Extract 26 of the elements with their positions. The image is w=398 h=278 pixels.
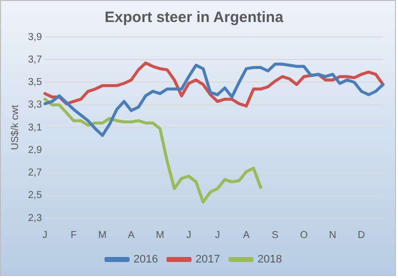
y-tick-label: 3,3 bbox=[28, 100, 42, 111]
x-tick-label: D bbox=[358, 230, 366, 241]
chart-title: Export steer in Argentina bbox=[104, 9, 284, 26]
legend-label: 2016 bbox=[134, 254, 158, 266]
x-tick-label: S bbox=[272, 230, 279, 241]
y-tick-label: 3,9 bbox=[28, 32, 42, 43]
x-tick-label: A bbox=[128, 230, 135, 241]
y-tick-label: 2,5 bbox=[28, 190, 42, 202]
y-tick-label: 3,7 bbox=[28, 54, 42, 66]
y-axis-title: US$/k cwt bbox=[10, 104, 21, 150]
x-tick-label: F bbox=[70, 230, 77, 241]
x-tick-label: N bbox=[329, 230, 336, 241]
x-tick-label: J bbox=[215, 230, 220, 241]
x-tick-label: A bbox=[242, 230, 250, 241]
x-tick-label: M bbox=[156, 230, 164, 241]
y-tick-label: 2,9 bbox=[28, 144, 42, 156]
y-tick-label: 2,3 bbox=[28, 212, 42, 224]
x-tick-label: J bbox=[186, 230, 192, 241]
legend-label: 2017 bbox=[196, 254, 220, 266]
x-tick-label: M bbox=[98, 230, 107, 241]
x-tick-label: O bbox=[300, 230, 308, 241]
legend-label: 2018 bbox=[257, 254, 282, 266]
y-tick-label: 2,7 bbox=[28, 168, 42, 178]
y-tick-label: 3,1 bbox=[28, 122, 42, 134]
x-tick-label: J bbox=[42, 230, 48, 241]
y-tick-label: 3,5 bbox=[28, 77, 42, 88]
